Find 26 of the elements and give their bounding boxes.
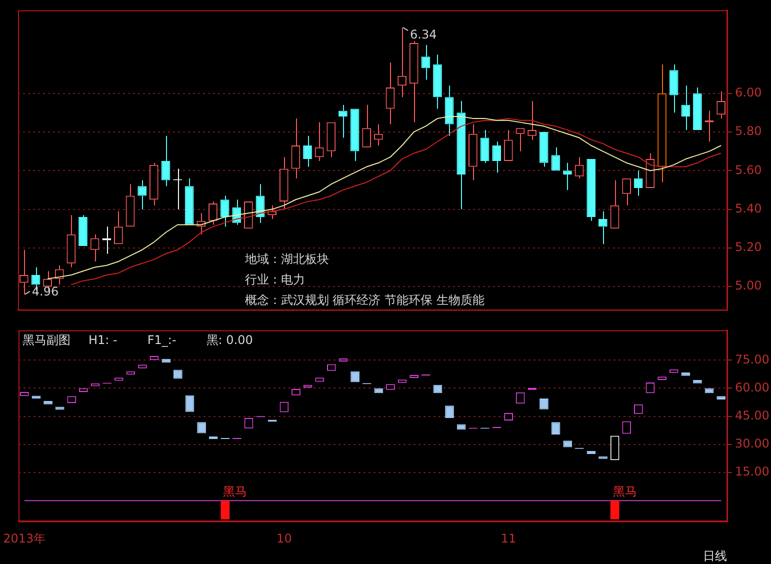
x-axis-title: 日线 xyxy=(703,548,727,563)
y-tick-label: 5.20 xyxy=(735,240,762,254)
y-tick-label: 60.00 xyxy=(735,380,770,394)
y-tick-label: 75.00 xyxy=(735,352,770,366)
data-label: 黑马 xyxy=(612,484,637,499)
y-tick-label: 5.40 xyxy=(735,201,762,216)
y-tick-label: 45.00 xyxy=(735,408,770,422)
y-tick-label: 15.00 xyxy=(735,464,770,479)
text: 4.96 xyxy=(32,284,59,298)
x-tick-label: 11 xyxy=(500,532,516,546)
y-tick-label: 5.60 xyxy=(735,162,762,177)
y-tick-label: 6.00 xyxy=(735,85,762,100)
annotation: 概念：武汉规划 循环经济 节能环保 生物质能 xyxy=(244,292,484,307)
data-label: 黑马 xyxy=(223,484,248,499)
annotation: 行业：电力 xyxy=(244,272,305,286)
annotation: 黑: 0.00 xyxy=(206,333,253,348)
text: 6.34 xyxy=(410,28,437,42)
annotation: F1_:- xyxy=(147,333,176,348)
annotation: H1: - xyxy=(88,333,118,348)
y-tick-label: 5.00 xyxy=(735,278,762,293)
y-tick-label: 5.80 xyxy=(735,124,762,138)
x-tick-label: 10 xyxy=(276,532,292,546)
annotation: 地域：湖北板块 xyxy=(244,252,329,266)
y-tick-label: 30.00 xyxy=(735,436,770,451)
x-tick-label: 2013年 xyxy=(3,532,46,546)
chart-title: 黑马副图 xyxy=(22,333,71,348)
